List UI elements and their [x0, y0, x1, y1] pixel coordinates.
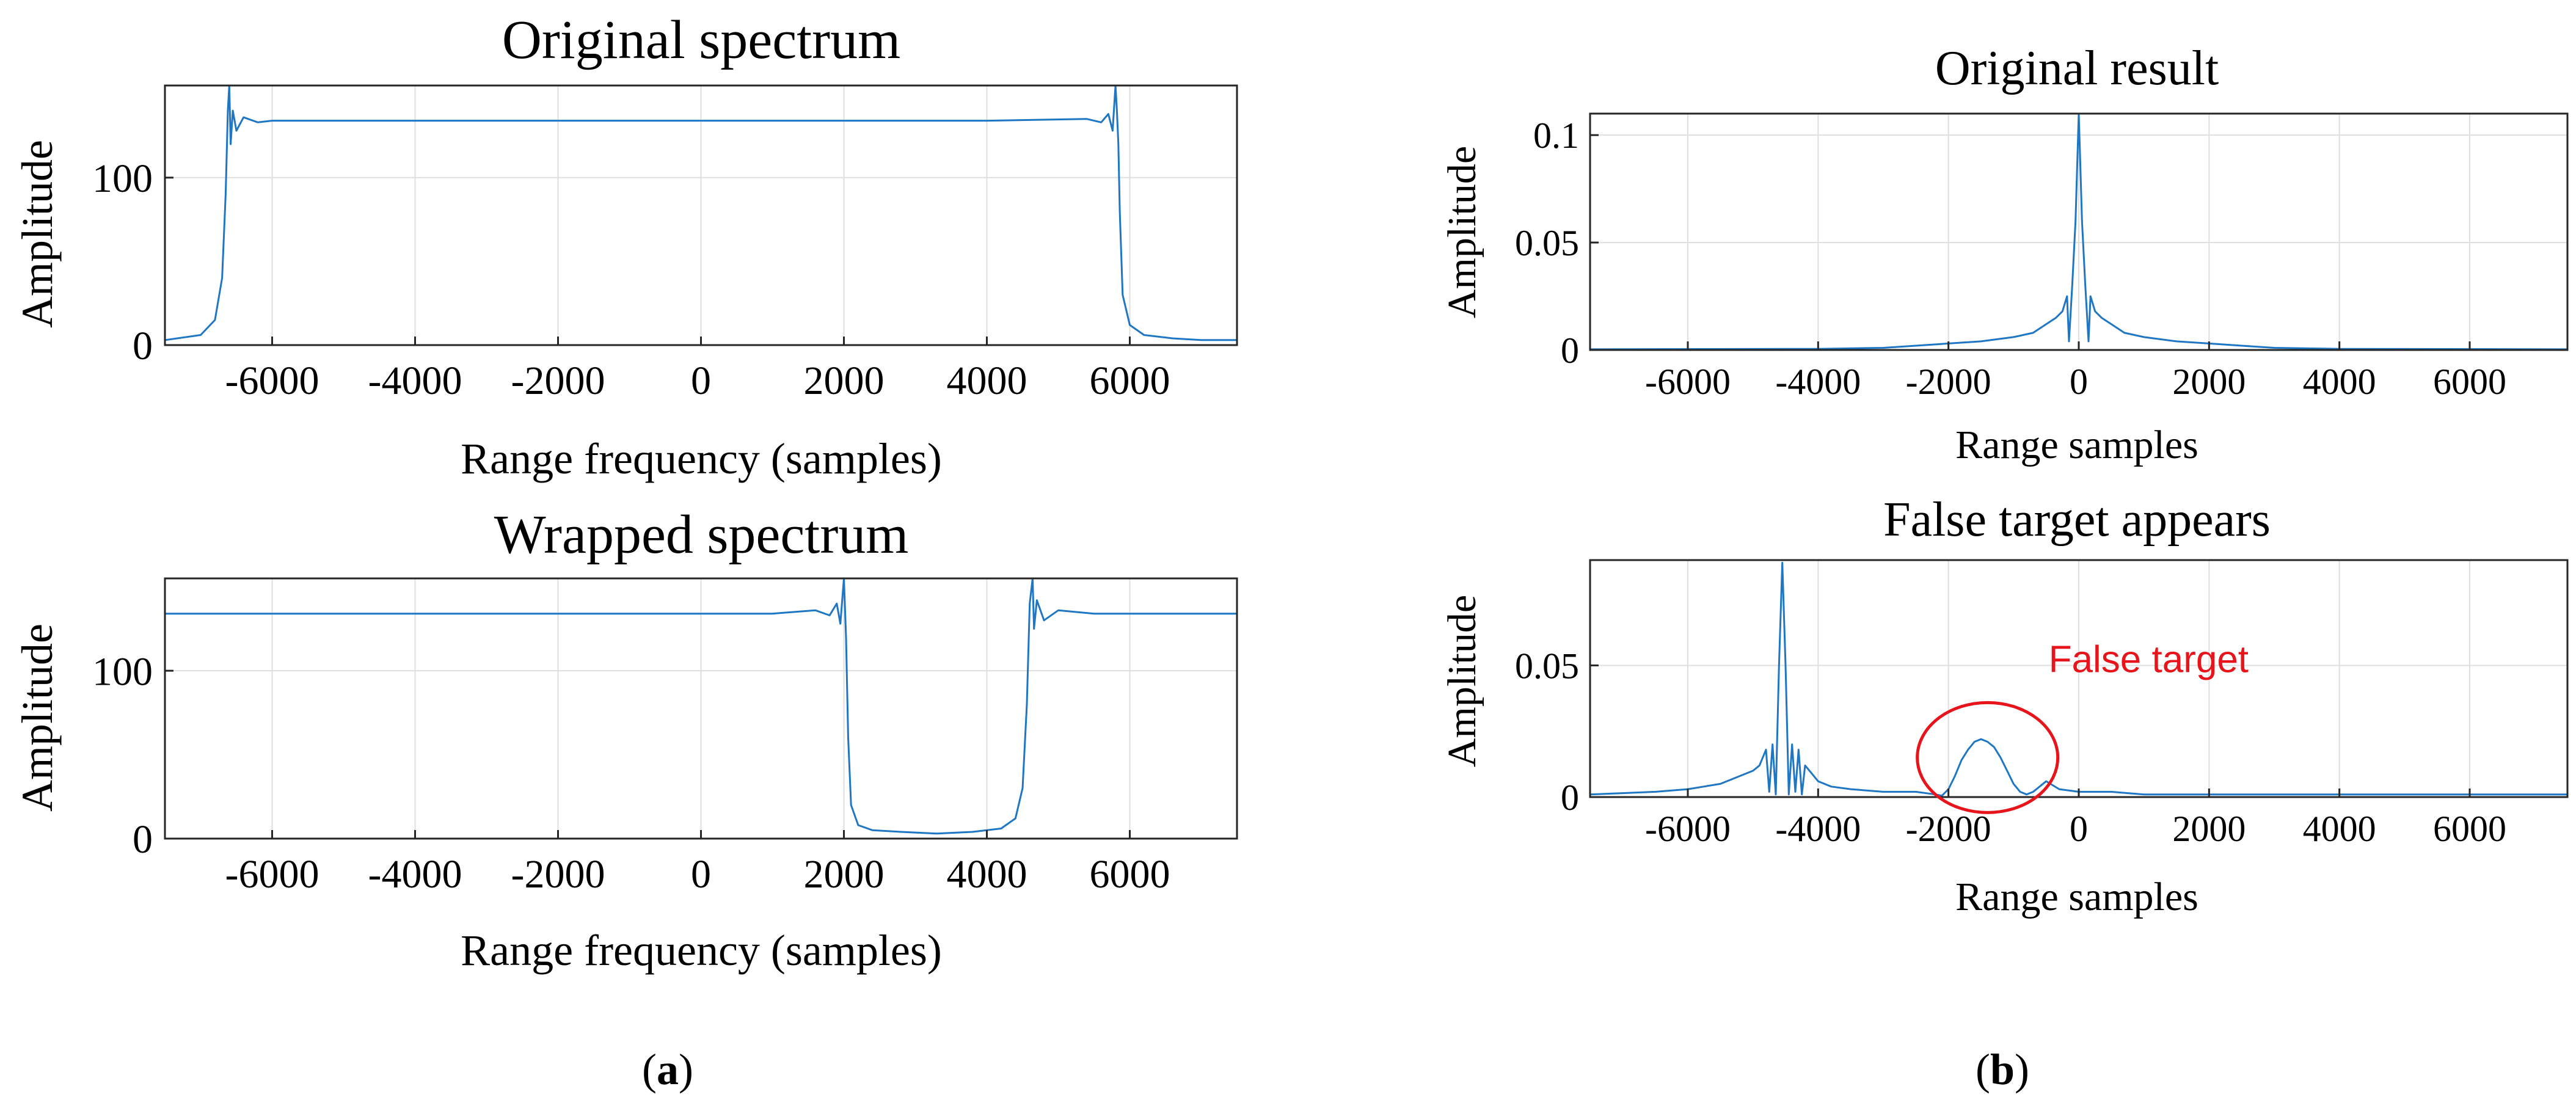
chart-original-spectrum: Original spectrum Range frequency (sampl…: [13, 10, 1238, 483]
x-tick-label: -6000: [1645, 362, 1731, 402]
series-line-spectrum: [164, 84, 1237, 341]
x-tick-label: -2000: [1906, 362, 1991, 402]
x-tick-label: 6000: [1090, 852, 1170, 897]
chart-original-result: Original result Range samples Amplitude …: [1440, 42, 2569, 467]
x-axis-label: Range samples: [1955, 423, 2198, 467]
x-axis-label: Range frequency (samples): [461, 926, 942, 975]
y-axis-label: Amplitude: [1440, 146, 1484, 318]
chart-wrapped-spectrum: Wrapped spectrum Range frequency (sample…: [13, 505, 1238, 975]
x-tick-label: -4000: [368, 852, 462, 897]
x-tick-label: 4000: [947, 852, 1027, 897]
x-tick-label: 2000: [804, 359, 885, 403]
x-tick-label: 2000: [2172, 809, 2246, 849]
y-tick-label: 0.05: [1515, 223, 1579, 263]
series-line-spectrum: [165, 577, 1237, 835]
x-tick-label: -2000: [511, 359, 605, 403]
annotation-ellipse: [1916, 701, 2060, 814]
x-tick-label: -4000: [368, 359, 462, 403]
chart-title: False target appears: [1883, 493, 2271, 547]
y-tick-label: 100: [92, 156, 153, 201]
y-tick-label: 0: [133, 324, 153, 368]
x-axis-label: Range frequency (samples): [461, 434, 942, 483]
annotation-label: False target: [2049, 638, 2249, 680]
y-axis-label: Amplitude: [13, 624, 62, 812]
x-tick-label: 4000: [2303, 362, 2376, 402]
x-tick-label: -4000: [1775, 362, 1861, 402]
y-tick-label: 0.1: [1533, 115, 1579, 156]
chart-title: Original result: [1935, 42, 2219, 95]
x-tick-label: 0: [691, 852, 711, 897]
x-tick-label: 2000: [2172, 362, 2246, 402]
series-line-result: [1589, 561, 2567, 797]
x-tick-label: 6000: [1090, 359, 1170, 403]
y-tick-label: 0: [1561, 778, 1579, 818]
x-tick-label: 2000: [804, 852, 885, 897]
x-tick-label: 4000: [947, 359, 1027, 403]
x-tick-label: -6000: [225, 852, 319, 897]
x-tick-label: 6000: [2433, 362, 2506, 402]
x-tick-label: 0: [691, 359, 711, 403]
x-tick-label: -6000: [225, 359, 319, 403]
x-tick-label: 0: [2070, 809, 2088, 849]
x-tick-label: 4000: [2303, 809, 2376, 849]
x-tick-label: 0: [2070, 362, 2088, 402]
x-tick-label: -2000: [511, 852, 605, 897]
x-tick-label: -2000: [1906, 809, 1991, 849]
y-tick-label: 0.05: [1515, 646, 1579, 686]
y-axis-label: Amplitude: [13, 140, 62, 328]
y-axis-label: Amplitude: [1440, 595, 1484, 767]
y-tick-label: 0: [133, 817, 153, 862]
y-tick-label: 100: [92, 649, 153, 694]
chart-title: Wrapped spectrum: [494, 505, 909, 565]
y-tick-label: 0: [1561, 330, 1579, 371]
x-tick-label: 6000: [2433, 809, 2506, 849]
caption-b: (b): [1976, 1045, 2029, 1094]
x-tick-label: -6000: [1645, 809, 1731, 849]
x-tick-label: -4000: [1775, 809, 1861, 849]
chart-false-target-appears: False target appears Range samples Ampli…: [1440, 493, 2569, 919]
x-axis-label: Range samples: [1955, 875, 2198, 919]
chart-title: Original spectrum: [502, 10, 900, 70]
caption-a: (a): [642, 1045, 693, 1094]
